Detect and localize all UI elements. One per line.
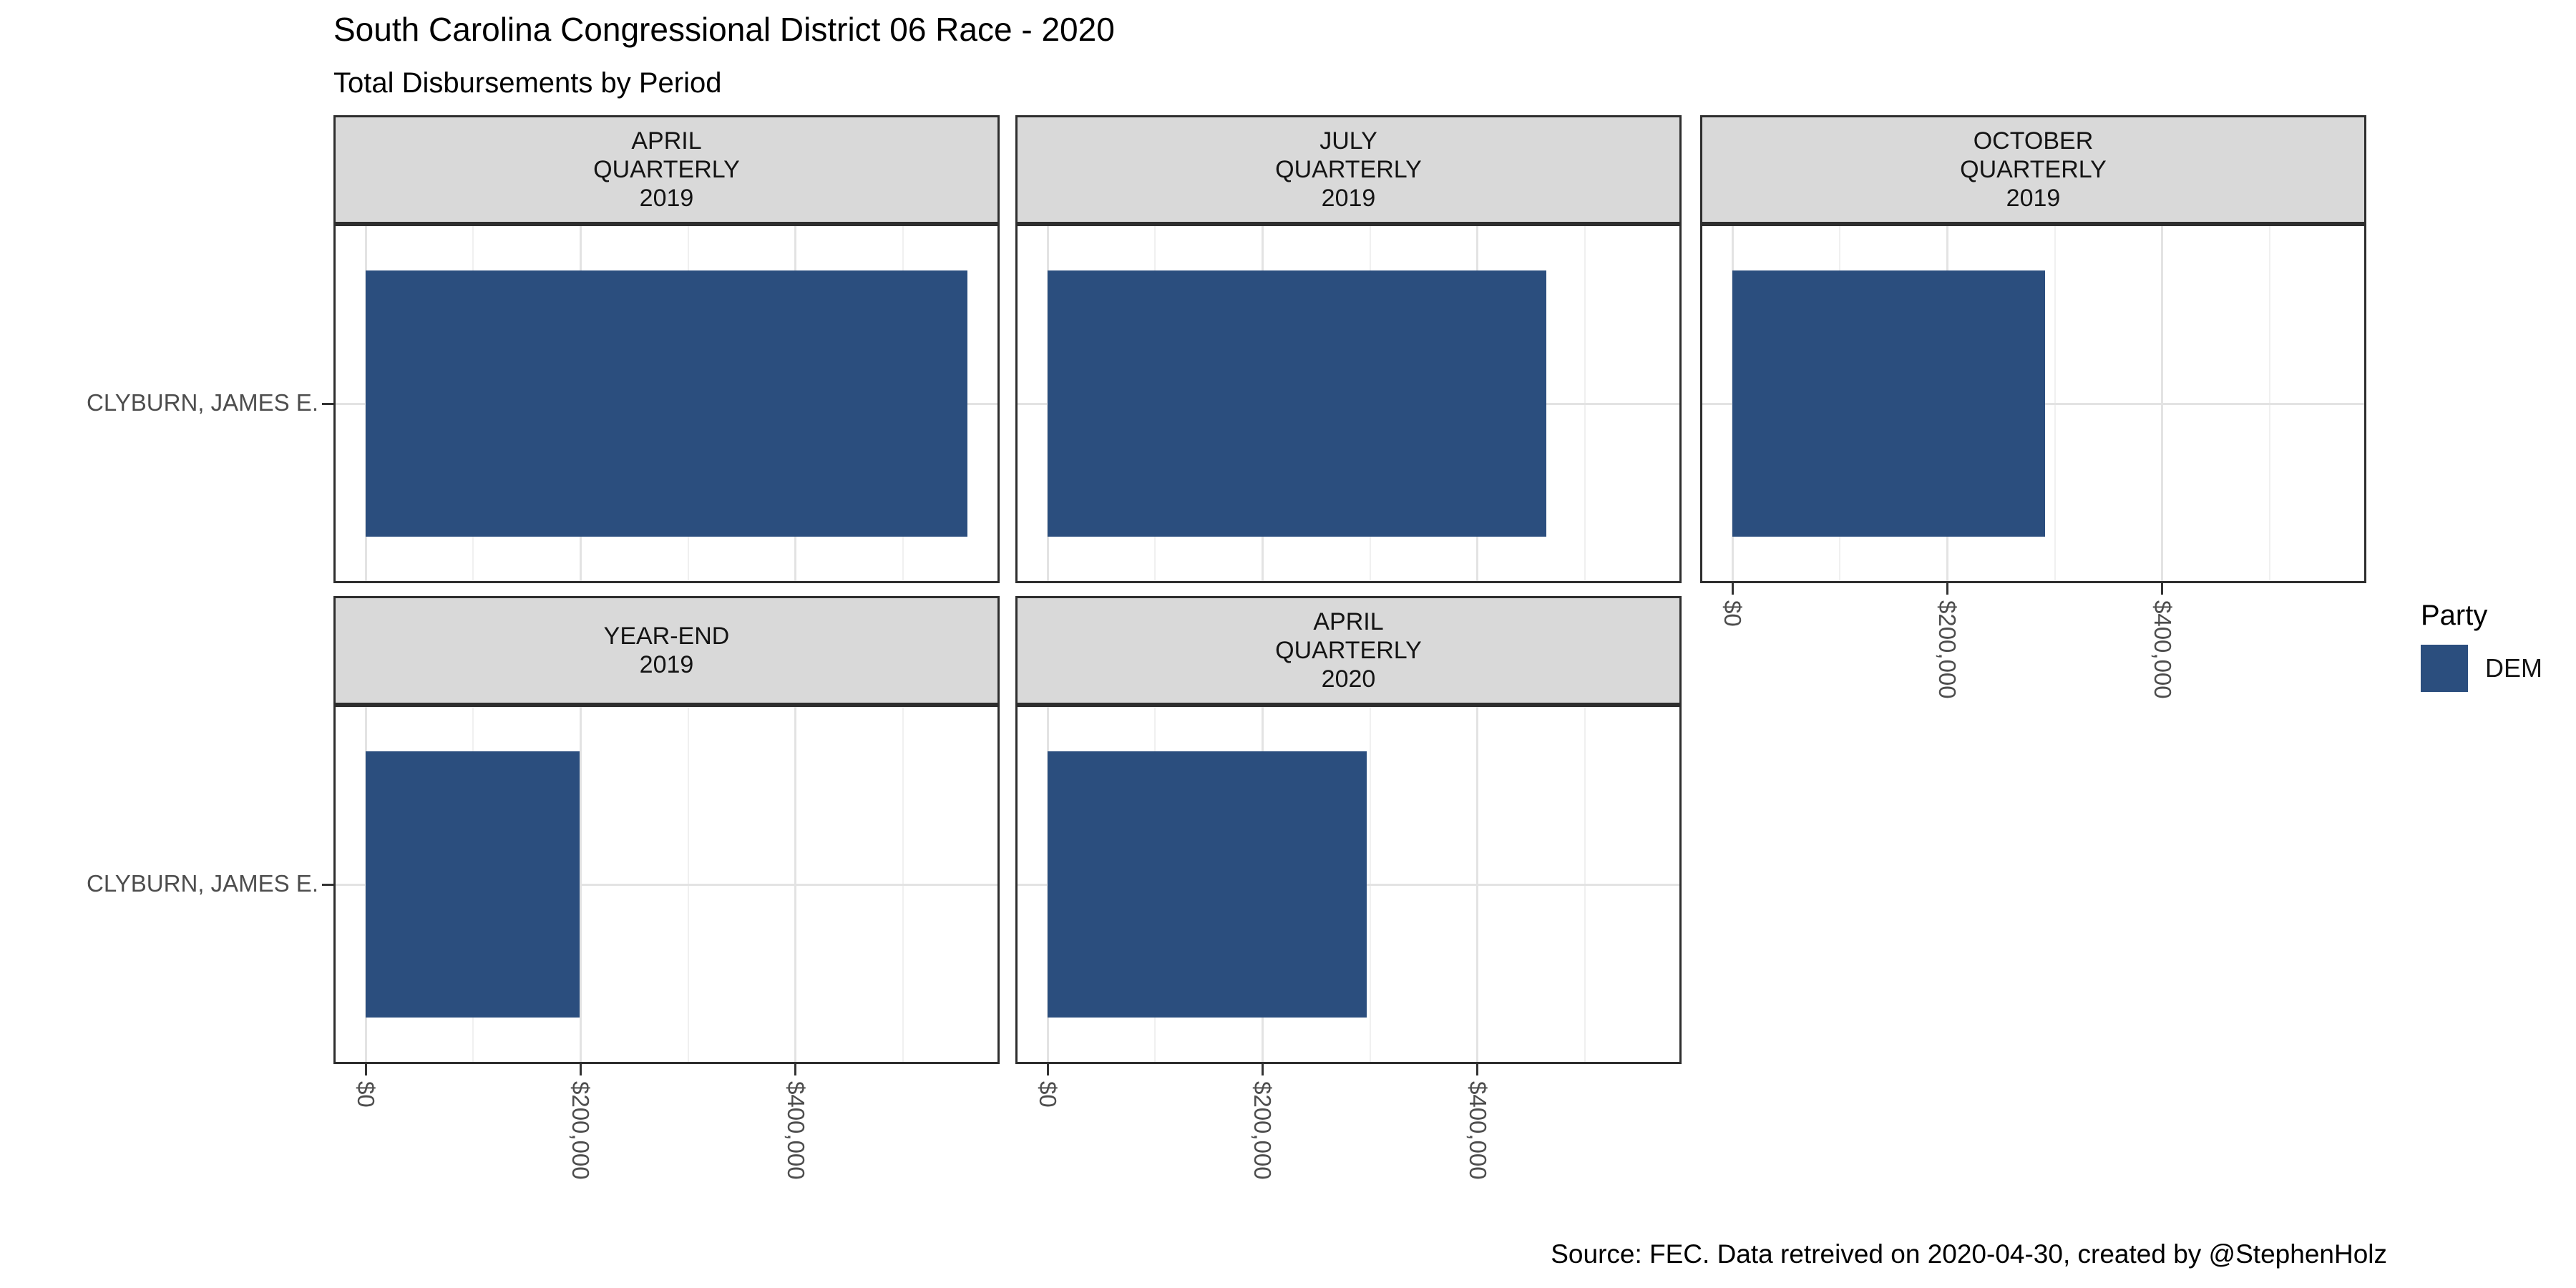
bar — [1048, 270, 1546, 537]
facet-strip-label: QUARTERLY — [1275, 637, 1422, 664]
facet-panel — [1015, 224, 1682, 583]
x-tick-label: $200,000 — [567, 1081, 595, 1180]
plot-subtitle: Total Disbursements by Period — [333, 67, 722, 99]
facet-strip: APRIL QUARTERLY 2019 — [333, 115, 1000, 224]
facet-strip-label: 2019 — [2006, 185, 2061, 212]
facet-panel — [333, 705, 1000, 1064]
facet-strip-label: QUARTERLY — [593, 156, 740, 183]
legend-title: Party — [2421, 600, 2488, 631]
x-tick — [364, 1064, 367, 1075]
facet-strip-label: QUARTERLY — [1275, 156, 1422, 183]
y-axis-label: CLYBURN, JAMES E. — [87, 389, 318, 416]
bar — [366, 751, 580, 1018]
facet-strip-label: JULY — [1319, 127, 1377, 155]
x-tick-label: $400,000 — [1464, 1081, 1491, 1180]
facet-strip-label: APRIL — [1313, 608, 1384, 635]
bar — [1048, 751, 1367, 1018]
x-tick — [1946, 583, 1948, 595]
bar — [366, 270, 967, 537]
bar — [1732, 270, 2045, 537]
x-tick — [794, 1064, 797, 1075]
facet-strip: APRIL QUARTERLY 2020 — [1015, 596, 1682, 705]
facet-panel — [1700, 224, 2366, 583]
x-tick — [2161, 583, 2164, 595]
facet-strip-label: 2019 — [639, 185, 694, 212]
x-tick — [1476, 1064, 1479, 1075]
facet-strip: JULY QUARTERLY 2019 — [1015, 115, 1682, 224]
x-tick-label: $400,000 — [782, 1081, 809, 1180]
facet-strip-label: OCTOBER — [1973, 127, 2094, 155]
facet-strip-label: 2019 — [1321, 185, 1376, 212]
caption: Source: FEC. Data retreived on 2020-04-3… — [1551, 1239, 2387, 1269]
y-tick — [322, 402, 333, 405]
legend-label: DEM — [2485, 653, 2542, 683]
x-tick — [1046, 1064, 1049, 1075]
plot-title: South Carolina Congressional District 06… — [333, 11, 1115, 48]
x-tick-label: $200,000 — [1249, 1081, 1277, 1180]
facet-panel — [333, 224, 1000, 583]
gridline-major-horizontal — [336, 883, 997, 886]
facet-strip-label: 2019 — [639, 651, 694, 678]
x-tick-label: $200,000 — [1934, 600, 1961, 699]
x-tick-label: $0 — [1035, 1081, 1062, 1108]
facet-panel — [1015, 705, 1682, 1064]
x-tick-label: $400,000 — [2149, 600, 2176, 699]
facet-strip-label: 2020 — [1321, 665, 1376, 693]
y-axis-label: CLYBURN, JAMES E. — [87, 870, 318, 897]
x-tick — [1261, 1064, 1264, 1075]
x-tick-label: $0 — [353, 1081, 380, 1108]
facet-strip-label: APRIL — [631, 127, 702, 155]
legend-item: DEM — [2421, 645, 2542, 692]
x-tick — [1731, 583, 1734, 595]
facet-strip: OCTOBER QUARTERLY 2019 — [1700, 115, 2366, 224]
x-tick-label: $0 — [1719, 600, 1747, 627]
x-tick — [579, 1064, 582, 1075]
facet-strip-label: YEAR-END — [603, 623, 730, 650]
legend: Party DEM — [2421, 600, 2542, 692]
facet-strip: YEAR-END 2019 — [333, 596, 1000, 705]
y-tick — [322, 883, 333, 886]
facet-strip-label: QUARTERLY — [1960, 156, 2107, 183]
legend-swatch — [2421, 645, 2468, 692]
